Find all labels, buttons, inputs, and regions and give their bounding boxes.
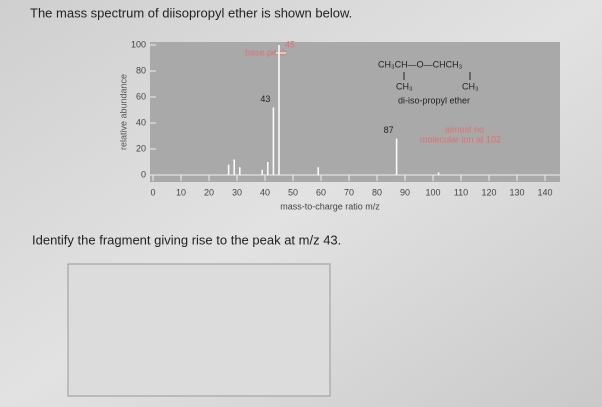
question-prompt: Identify the fragment giving rise to the… [32,232,341,247]
peak-label: 43 [260,94,270,104]
y-tick-label: 100 [131,39,146,49]
answer-box[interactable] [67,263,331,397]
methyl: CH₃ [462,81,479,91]
x-tick-label: 110 [454,187,468,197]
formula: CH₃CH—O—CHCH₃ [378,59,463,69]
x-tick-label: 80 [372,187,382,197]
intro-text: The mass spectrum of diisopropyl ether i… [30,5,352,20]
x-tick-label: 20 [204,187,214,197]
ion-note: almost no [445,124,484,134]
x-tick-label: 40 [260,187,270,197]
y-tick-label: 80 [136,65,146,75]
compound-name: di-iso-propyl ether [398,95,470,105]
y-axis-label: relative abundance [118,74,128,150]
y-tick-label: 20 [136,143,146,153]
y-tick-label: 0 [141,169,146,179]
methyl: CH₃ [396,81,413,91]
y-tick-label: 40 [136,117,146,127]
x-tick-label: 90 [400,187,410,197]
y-tick-label: 60 [136,91,146,101]
x-tick-label: 140 [537,187,552,197]
x-tick-label: 0 [150,187,155,197]
x-tick-label: 130 [509,187,524,197]
x-axis-label: mass-to-charge ratio m/z [280,201,380,211]
peak-label: 87 [384,125,394,135]
plot-area [150,42,560,182]
base-peak-note: base peak [245,47,287,57]
x-tick-label: 30 [232,187,242,197]
x-tick-label: 100 [425,187,440,197]
x-tick-label: 120 [481,187,496,197]
x-tick-label: 50 [288,187,298,197]
x-tick-label: 70 [344,187,354,197]
x-tick-label: 60 [316,187,326,197]
ion-note: molecular ion at 102 [420,134,501,144]
peak-label: 45 [285,39,295,49]
x-tick-label: 10 [176,187,186,197]
